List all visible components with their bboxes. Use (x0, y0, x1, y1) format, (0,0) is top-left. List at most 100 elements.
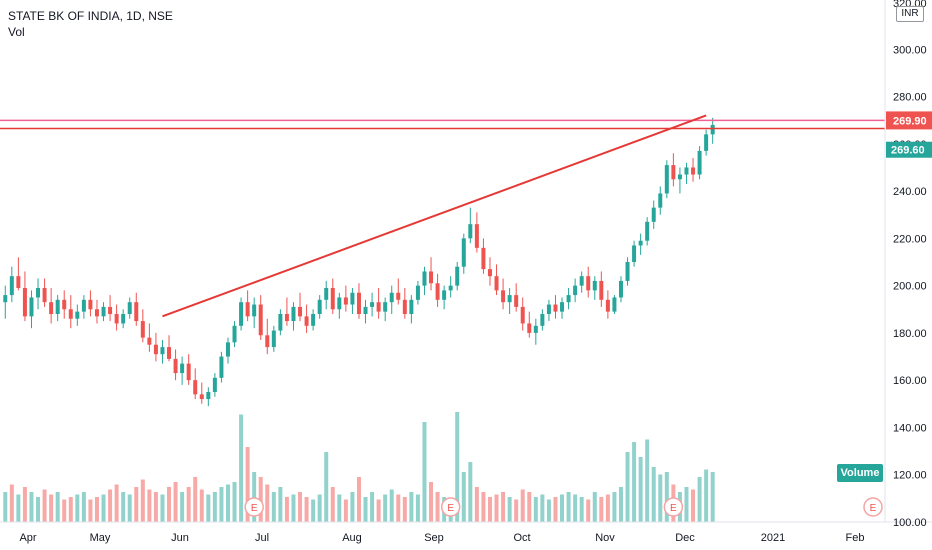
volume-bar (284, 497, 289, 522)
candle (677, 167, 682, 194)
candle (239, 297, 244, 331)
volume-bar (298, 492, 303, 522)
volume-bars (3, 412, 715, 522)
volume-bar (324, 452, 329, 522)
candle (553, 295, 558, 319)
candle-body (474, 224, 479, 248)
candle (468, 207, 473, 244)
earnings-marker-circle (244, 497, 264, 517)
candle-body (36, 288, 41, 298)
candle-body (573, 285, 578, 296)
volume-bar (55, 492, 60, 522)
volume-bar (291, 494, 296, 522)
candle (258, 295, 263, 340)
candle-body (81, 299, 86, 312)
volume-bar (9, 484, 14, 522)
symbol-title[interactable]: STATE BK OF INDIA, 1D, NSE (8, 9, 173, 23)
candle-body (370, 302, 375, 307)
candle-body (507, 295, 512, 303)
volume-bar (337, 494, 342, 522)
earnings-marker: E (244, 497, 264, 517)
candle-body (271, 330, 276, 348)
volume-bar (160, 494, 165, 522)
earnings-marker: E (440, 497, 461, 517)
candle (664, 160, 669, 199)
volume-bar (370, 492, 375, 522)
candle-body (579, 276, 584, 286)
candle-body (363, 306, 368, 314)
candle-body (651, 207, 656, 222)
candle (376, 288, 381, 319)
volume-bar (704, 469, 709, 522)
candle (429, 257, 434, 291)
volume-bar (586, 499, 591, 522)
candle-body (422, 271, 427, 286)
candle (36, 278, 41, 310)
candle-body (599, 280, 604, 300)
volume-bar (75, 494, 80, 522)
candle (206, 387, 211, 407)
candle (252, 297, 257, 329)
volume-bar (49, 494, 54, 522)
candle (127, 297, 132, 319)
candle (232, 321, 237, 348)
candle (573, 278, 578, 303)
candle-body (225, 342, 230, 357)
candle-body (468, 224, 473, 239)
candle (612, 295, 617, 314)
candle-body (442, 290, 447, 300)
volume-bar (108, 489, 113, 522)
volume-bar (651, 467, 656, 522)
volume-bar (501, 492, 506, 522)
candle-body (415, 285, 420, 300)
candle (520, 297, 525, 331)
volume-legend-label[interactable]: Vol (8, 25, 25, 39)
volume-bar (645, 439, 650, 522)
candle-body (9, 276, 14, 296)
candle (383, 297, 388, 322)
candle-body (284, 314, 289, 322)
candle (75, 304, 80, 326)
volume-bar (317, 494, 322, 522)
candle (363, 299, 368, 324)
volume-bar (278, 487, 283, 522)
candle-body (376, 302, 381, 312)
volume-bar (553, 497, 558, 522)
price-tick-label: 100.00 (893, 517, 927, 529)
time-axis[interactable]: Apr May Jun Jul Aug Sep Oct Nov Dec 2021 Feb (19, 532, 864, 544)
candle-body (62, 299, 67, 310)
volume-bar (422, 422, 427, 522)
currency-label[interactable]: INR (896, 6, 924, 22)
candle-body (75, 311, 80, 319)
time-tick-label: 2021 (761, 532, 785, 544)
candle (474, 212, 479, 253)
drawings[interactable] (0, 114, 885, 318)
candle (586, 266, 591, 298)
volume-bar (455, 412, 460, 522)
candle (599, 271, 604, 307)
candle (691, 158, 696, 182)
candle-body (514, 295, 519, 307)
candle (356, 283, 361, 319)
volume-bar (383, 494, 388, 522)
candle-body (435, 283, 440, 300)
candle (180, 356, 185, 385)
time-tick-label: May (90, 532, 111, 544)
volume-bar (16, 494, 21, 522)
candle (9, 266, 14, 303)
candle-body (704, 134, 709, 151)
price-tick-label: 120.00 (893, 470, 927, 482)
price-tick-label: 240.00 (893, 186, 927, 198)
candle (540, 309, 545, 331)
candle (94, 299, 99, 324)
price-tick-label-top: 320.00 (893, 0, 927, 10)
candle-body (520, 306, 525, 324)
price-axis[interactable]: 100.00 120.00 140.00 160.00 180.00 200.00 220.… (893, 0, 927, 529)
candle (455, 262, 460, 291)
candle-body (68, 309, 73, 319)
volume-bar (507, 497, 512, 522)
candle (704, 129, 709, 156)
volume-bar (546, 499, 551, 522)
